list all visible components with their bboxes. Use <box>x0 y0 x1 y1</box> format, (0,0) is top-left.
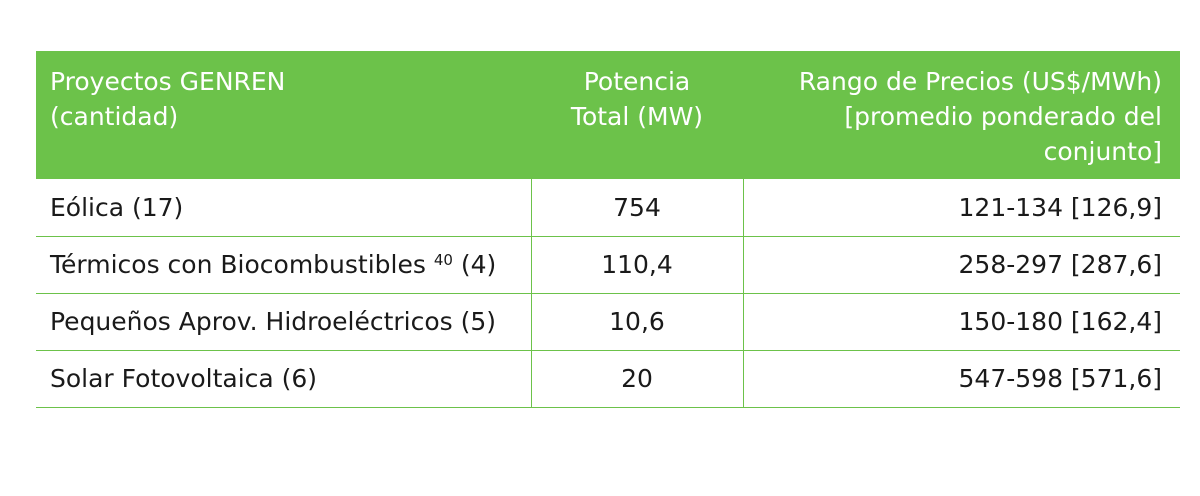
cell-power: 110,4 <box>530 236 744 294</box>
cell-project: Eólica (17) <box>36 179 531 237</box>
table-row: Térmicos con Biocombustibles 40 (4) 110,… <box>36 236 1180 294</box>
header-power: Potencia Total (MW) <box>531 51 743 179</box>
header-row: Proyectos GENREN (cantidad) Potencia Tot… <box>36 51 1180 179</box>
cell-project: Térmicos con Biocombustibles 40 (4) <box>36 236 531 294</box>
project-name: Eólica (17) <box>50 192 184 222</box>
cell-price: 150-180 [162,4] <box>743 293 1180 351</box>
project-name: Pequeños Aprov. Hidroeléctricos (5) <box>50 307 497 336</box>
header-price-range: Rango de Precios (US$/MWh) [promedio pon… <box>743 51 1180 179</box>
header-projects: Proyectos GENREN (cantidad) <box>36 51 531 179</box>
table-row: Solar Fotovoltaica (6) 20 547-598 [571,6… <box>36 350 1180 408</box>
footnote-ref: 40 <box>433 251 453 269</box>
cell-price: 258-297 [287,6] <box>743 236 1180 294</box>
header-projects-line-1: Proyectos GENREN <box>50 67 286 96</box>
cell-power: 10,6 <box>530 293 744 351</box>
header-projects-line-2: (cantidad) <box>50 102 179 131</box>
cell-power: 20 <box>530 350 744 408</box>
header-price-line-1: Rango de Precios (US$/MWh) <box>798 67 1162 96</box>
genren-projects-table: Proyectos GENREN (cantidad) Potencia Tot… <box>36 51 1180 408</box>
table-body: Eólica (17) 754 121-134 [126,9] Térmicos… <box>36 179 1180 408</box>
cell-power: 754 <box>530 179 744 237</box>
cell-project: Solar Fotovoltaica (6) <box>36 350 531 408</box>
table-row: Eólica (17) 754 121-134 [126,9] <box>36 179 1180 237</box>
project-count: (4) <box>460 250 497 279</box>
cell-price: 547-598 [571,6] <box>743 350 1180 408</box>
header-price-line-2: [promedio ponderado del <box>844 102 1162 131</box>
header-power-line-1: Potencia <box>583 67 691 96</box>
table-header: Proyectos GENREN (cantidad) Potencia Tot… <box>36 51 1180 179</box>
header-price-line-3: conjunto] <box>1043 137 1162 166</box>
header-power-line-2: Total (MW) <box>570 102 704 131</box>
cell-project: Pequeños Aprov. Hidroeléctricos (5) <box>36 293 531 351</box>
project-name: Solar Fotovoltaica (6) <box>50 364 318 393</box>
cell-price: 121-134 [126,9] <box>743 179 1180 237</box>
table-row: Pequeños Aprov. Hidroeléctricos (5) 10,6… <box>36 293 1180 351</box>
genren-table-container: Proyectos GENREN (cantidad) Potencia Tot… <box>36 51 1180 408</box>
project-name: Térmicos con Biocombustibles <box>50 250 426 279</box>
